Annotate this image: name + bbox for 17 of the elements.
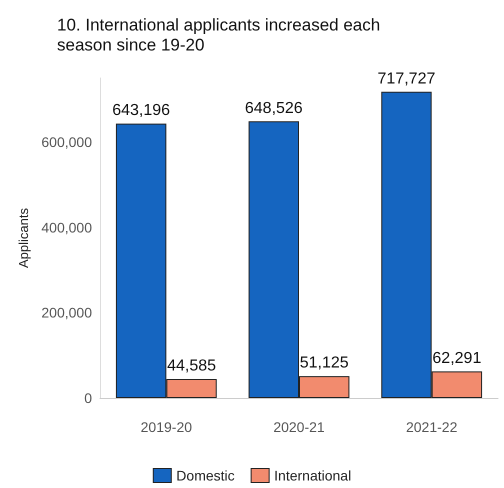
x-tick-label: 2020-21 <box>273 419 325 435</box>
y-axis-title: Applicants <box>16 208 31 268</box>
x-tick-label: 2021-22 <box>406 419 458 435</box>
data-label: 717,727 <box>378 70 436 88</box>
legend-label: Domestic <box>176 468 235 484</box>
data-label: 62,291 <box>432 350 482 367</box>
data-label: 44,585 <box>167 357 216 374</box>
legend-label: International <box>274 468 352 484</box>
y-tick-label: 400,000 <box>41 219 92 236</box>
x-tick-label: 2019-20 <box>140 419 192 435</box>
y-tick-label: 600,000 <box>41 134 92 150</box>
y-tick-label: 0 <box>84 390 92 406</box>
data-label: 643,196 <box>112 102 170 120</box>
chart-title: 10. International applicants increased each season since 19-20 <box>57 16 385 54</box>
data-label: 648,526 <box>244 100 303 117</box>
data-label: 51,125 <box>300 354 349 372</box>
y-tick-label: 200,000 <box>41 304 92 321</box>
